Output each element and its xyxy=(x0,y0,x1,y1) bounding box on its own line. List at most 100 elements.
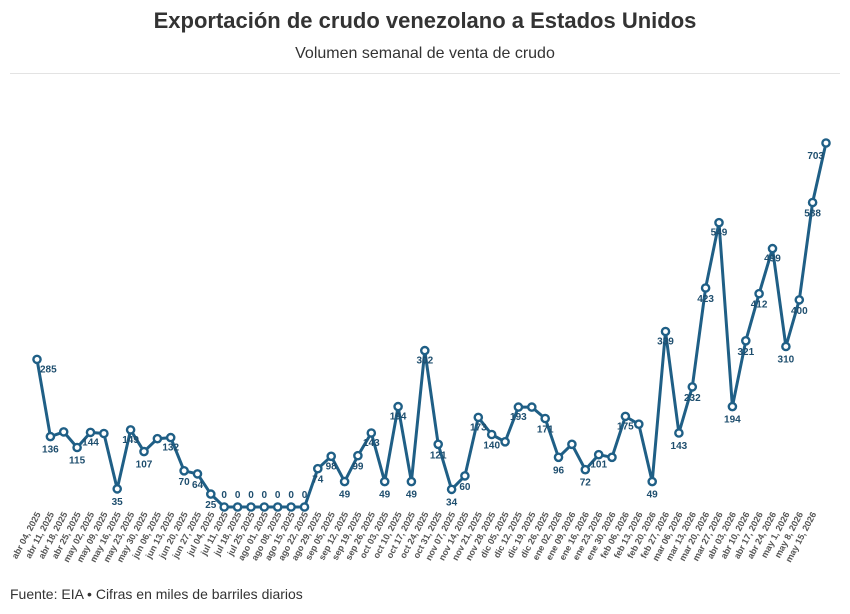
data-point xyxy=(286,502,296,512)
data-point xyxy=(687,382,698,392)
data-point xyxy=(540,413,551,424)
data-point xyxy=(72,442,82,453)
data-point xyxy=(567,439,577,450)
data-point xyxy=(674,428,684,438)
data-point xyxy=(152,433,163,444)
data-point xyxy=(299,502,310,512)
data-label: 193 xyxy=(510,412,527,423)
data-label: 121 xyxy=(430,450,447,461)
data-label: 0 xyxy=(235,490,241,501)
chart-title: Exportación de crudo venezolano a Estado… xyxy=(153,8,697,33)
data-point xyxy=(259,502,270,512)
data-point xyxy=(460,471,470,481)
data-point xyxy=(353,450,363,461)
data-point xyxy=(527,402,537,412)
data-point xyxy=(700,283,711,293)
data-label: 194 xyxy=(724,415,741,426)
data-point xyxy=(593,449,604,460)
data-label: 232 xyxy=(684,393,701,404)
data-label: 412 xyxy=(751,300,768,311)
data-point xyxy=(486,429,497,440)
data-label: 144 xyxy=(82,437,99,448)
data-label: 25 xyxy=(205,500,217,511)
data-point xyxy=(99,428,109,439)
data-label: 0 xyxy=(221,490,227,501)
data-point xyxy=(553,452,564,463)
chart-subtitle: Volumen semanal de venta de crudo xyxy=(295,45,555,62)
data-label: 98 xyxy=(326,461,338,472)
data-point xyxy=(326,451,337,462)
data-label: 285 xyxy=(40,364,57,375)
data-point xyxy=(821,138,831,148)
data-point xyxy=(807,197,818,208)
data-label: 140 xyxy=(483,441,500,452)
data-point xyxy=(741,335,751,346)
data-label: 321 xyxy=(737,347,754,358)
header-divider xyxy=(10,73,840,74)
data-point xyxy=(513,402,524,412)
data-point xyxy=(767,243,778,254)
data-label: 34 xyxy=(446,497,458,508)
data-label: 310 xyxy=(778,355,795,366)
data-point xyxy=(112,484,122,494)
data-label: 115 xyxy=(69,456,86,467)
data-point xyxy=(620,411,631,422)
data-point xyxy=(647,476,658,487)
data-point xyxy=(379,476,390,487)
data-point xyxy=(473,412,484,423)
data-point xyxy=(433,439,444,450)
data-label: 0 xyxy=(262,490,268,501)
data-label: 703 xyxy=(807,151,824,162)
data-point xyxy=(794,295,805,305)
data-point xyxy=(192,469,203,479)
data-point xyxy=(45,431,56,442)
data-point xyxy=(580,464,591,475)
data-label: 143 xyxy=(363,438,380,449)
data-label: 72 xyxy=(580,478,592,489)
data-point xyxy=(500,436,510,447)
data-label: 0 xyxy=(275,490,281,501)
data-point xyxy=(781,341,791,352)
data-label: 302 xyxy=(416,356,433,367)
data-label: 0 xyxy=(248,490,254,501)
data-label: 49 xyxy=(647,490,659,501)
data-label: 60 xyxy=(459,482,471,493)
data-point xyxy=(339,476,350,487)
data-point xyxy=(179,465,189,476)
data-point xyxy=(125,425,136,435)
data-point xyxy=(219,502,229,512)
source-note: Fuente: EIA • Cifras en miles de barrile… xyxy=(10,586,303,602)
data-point xyxy=(446,484,457,495)
data-label: 101 xyxy=(590,460,607,471)
data-label: 49 xyxy=(339,490,351,501)
data-label: 49 xyxy=(379,490,391,501)
data-label: 64 xyxy=(192,480,204,491)
data-label: 175 xyxy=(617,421,634,432)
data-label: 173 xyxy=(470,422,487,433)
data-label: 339 xyxy=(657,337,674,348)
data-point xyxy=(634,419,644,430)
data-label: 49 xyxy=(406,490,418,501)
data-points-group xyxy=(32,138,831,512)
data-point xyxy=(714,217,724,228)
data-label: 96 xyxy=(553,465,565,476)
data-point xyxy=(272,502,283,512)
data-point xyxy=(419,345,430,356)
data-point xyxy=(139,446,149,457)
data-point xyxy=(754,288,764,299)
data-label: 549 xyxy=(711,228,728,239)
data-label: 149 xyxy=(122,435,139,446)
data-point xyxy=(727,401,738,412)
data-point xyxy=(406,476,417,487)
data-label: 400 xyxy=(791,306,808,317)
data-label: 423 xyxy=(697,294,714,305)
data-label: 136 xyxy=(42,445,59,456)
data-label: 99 xyxy=(352,462,364,473)
data-label: 74 xyxy=(312,475,324,486)
data-label: 132 xyxy=(162,443,179,454)
data-point xyxy=(58,427,69,437)
data-point xyxy=(165,432,176,443)
data-point xyxy=(205,489,216,499)
